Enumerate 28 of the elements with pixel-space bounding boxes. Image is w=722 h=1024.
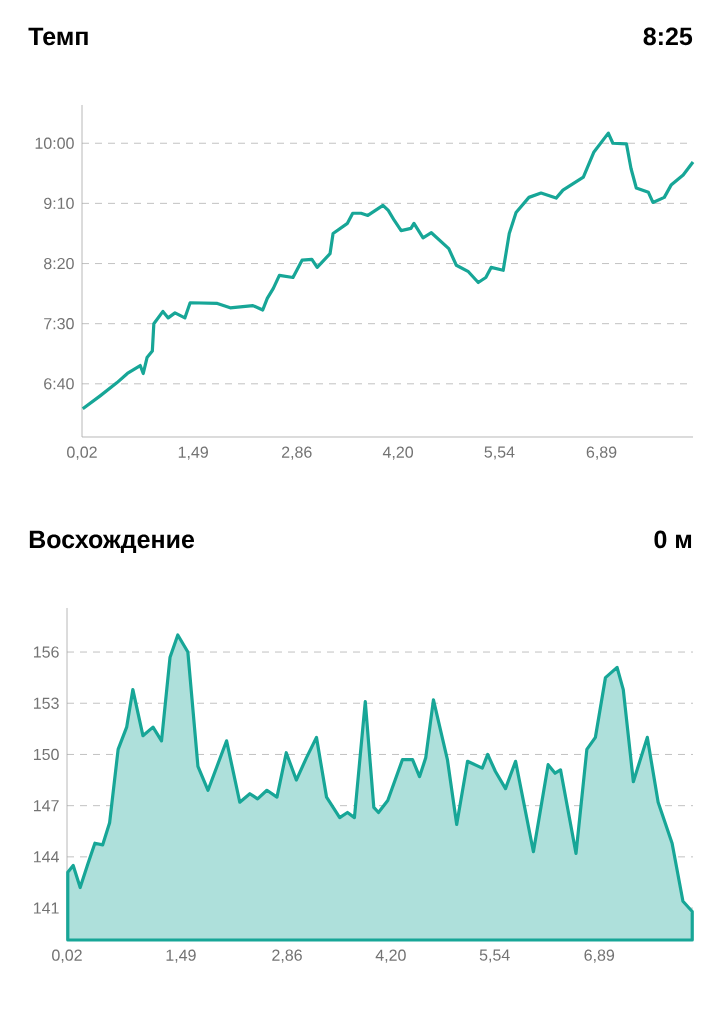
x-tick-label: 2,86: [281, 446, 312, 460]
y-tick-label: 156: [33, 646, 59, 658]
x-tick-label: 2,86: [272, 949, 302, 963]
y-tick-label: 150: [33, 748, 59, 761]
chart-title: Восхождение: [29, 530, 195, 553]
line-series: [81, 131, 695, 411]
x-tick-label: 1,49: [166, 949, 196, 963]
y-tick-label: 10:00: [35, 137, 74, 149]
x-tick-label: 5,54: [479, 949, 510, 963]
text: 8:25: [643, 27, 693, 46]
x-tick-label: 6,89: [584, 949, 615, 963]
x-tick-label: 4,20: [375, 949, 406, 963]
y-tick-label: 144: [33, 851, 59, 863]
y-tick-label: 6:40: [44, 378, 74, 390]
x-tick-label: 6,89: [586, 446, 617, 460]
y-tick-label: 153: [33, 697, 59, 709]
y-tick-label: 141: [33, 902, 59, 914]
text: 0 м: [654, 530, 692, 549]
x-tick-label: 0,02: [52, 949, 82, 963]
x-tick-label: 0,02: [67, 446, 97, 460]
x-tick-label: 5,54: [484, 446, 515, 460]
y-tick-label: 8:20: [44, 257, 74, 270]
chart-title: Темп: [28, 27, 88, 46]
y-tick-label: 9:10: [44, 197, 74, 210]
y-tick-label: 147: [33, 800, 59, 812]
y-tick-label: 7:30: [44, 318, 74, 330]
x-tick-label: 4,20: [382, 446, 414, 460]
x-tick-label: 1,49: [178, 446, 208, 460]
